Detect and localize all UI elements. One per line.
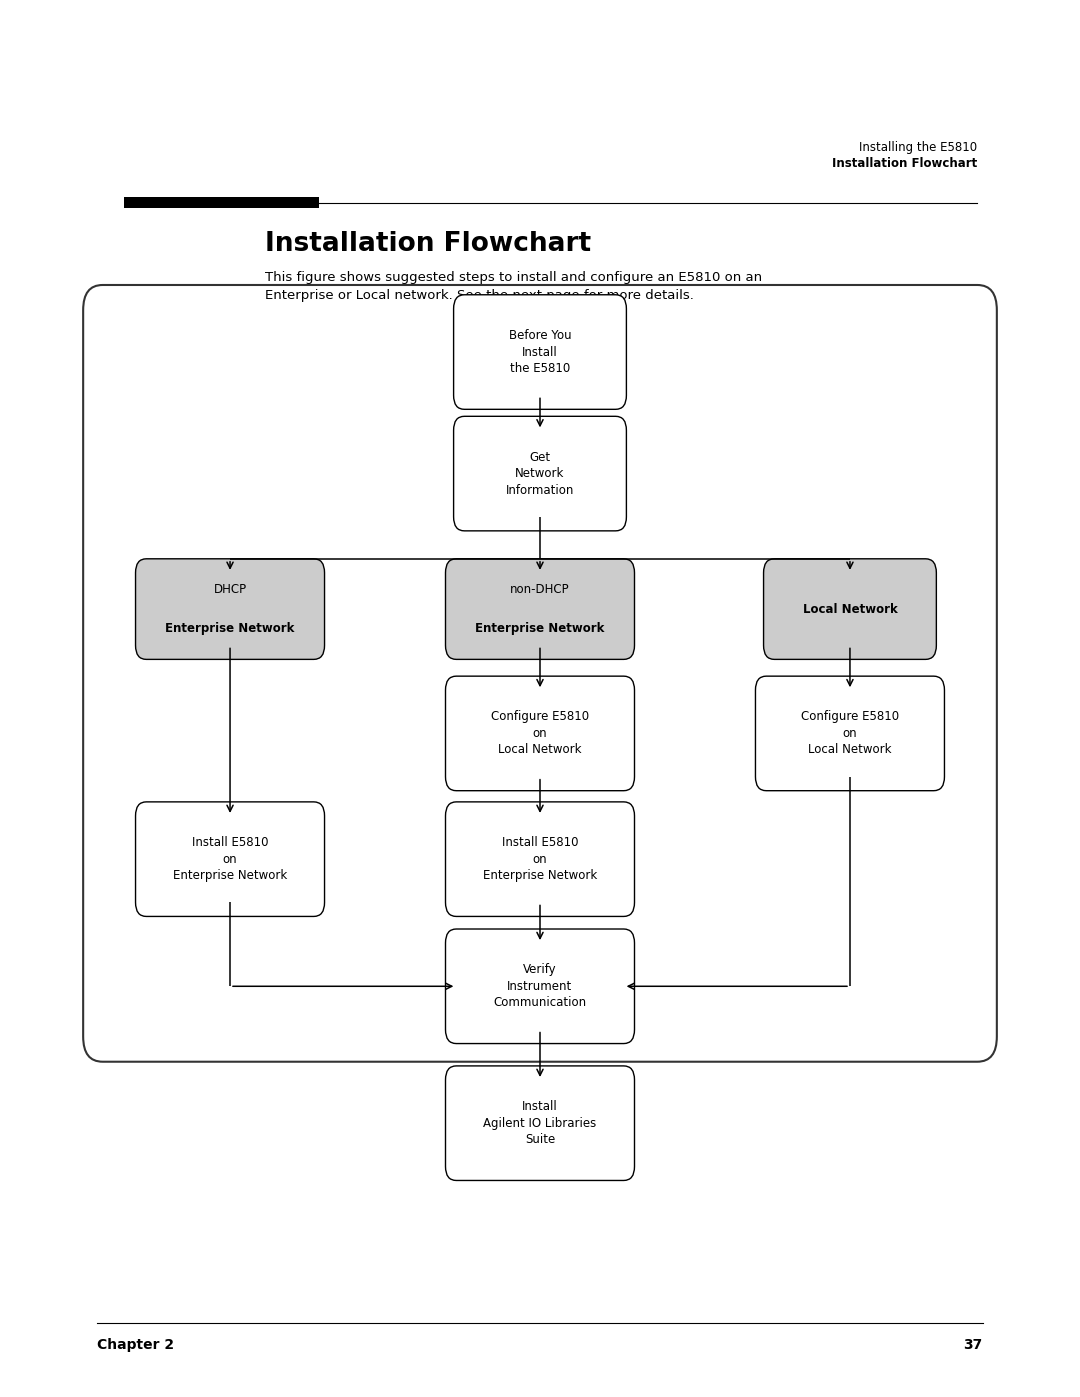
Bar <box>124 197 319 208</box>
Text: Installation Flowchart: Installation Flowchart <box>265 231 591 257</box>
FancyBboxPatch shape <box>446 802 634 916</box>
FancyBboxPatch shape <box>83 285 997 1062</box>
FancyBboxPatch shape <box>446 1066 634 1180</box>
FancyBboxPatch shape <box>446 676 634 791</box>
FancyBboxPatch shape <box>764 559 936 659</box>
Text: Installing the E5810: Installing the E5810 <box>860 141 977 154</box>
Text: Install
Agilent IO Libraries
Suite: Install Agilent IO Libraries Suite <box>484 1101 596 1146</box>
Text: Chapter 2: Chapter 2 <box>97 1338 174 1352</box>
Text: Get
Network
Information: Get Network Information <box>505 451 575 496</box>
Text: Local Network: Local Network <box>802 602 897 616</box>
FancyBboxPatch shape <box>136 802 324 916</box>
FancyBboxPatch shape <box>446 559 634 659</box>
Text: Install E5810
on
Enterprise Network: Install E5810 on Enterprise Network <box>483 837 597 882</box>
Text: Verify
Instrument
Communication: Verify Instrument Communication <box>494 964 586 1009</box>
FancyBboxPatch shape <box>454 416 626 531</box>
FancyBboxPatch shape <box>446 929 634 1044</box>
Text: Configure E5810
on
Local Network: Configure E5810 on Local Network <box>801 711 899 756</box>
Text: Before You
Install
the E5810: Before You Install the E5810 <box>509 330 571 374</box>
Text: Configure E5810
on
Local Network: Configure E5810 on Local Network <box>491 711 589 756</box>
Text: Installation Flowchart: Installation Flowchart <box>833 158 977 170</box>
Text: Enterprise Network: Enterprise Network <box>475 622 605 636</box>
Text: DHCP: DHCP <box>214 583 246 597</box>
Text: 37: 37 <box>963 1338 983 1352</box>
Text: Enterprise or Local network. See the next page for more details.: Enterprise or Local network. See the nex… <box>265 289 693 302</box>
Text: Enterprise Network: Enterprise Network <box>165 622 295 636</box>
FancyBboxPatch shape <box>454 295 626 409</box>
Text: non-DHCP: non-DHCP <box>510 583 570 597</box>
FancyBboxPatch shape <box>136 559 324 659</box>
FancyBboxPatch shape <box>756 676 944 791</box>
Text: This figure shows suggested steps to install and configure an E5810 on an: This figure shows suggested steps to ins… <box>265 271 761 284</box>
Text: Install E5810
on
Enterprise Network: Install E5810 on Enterprise Network <box>173 837 287 882</box>
